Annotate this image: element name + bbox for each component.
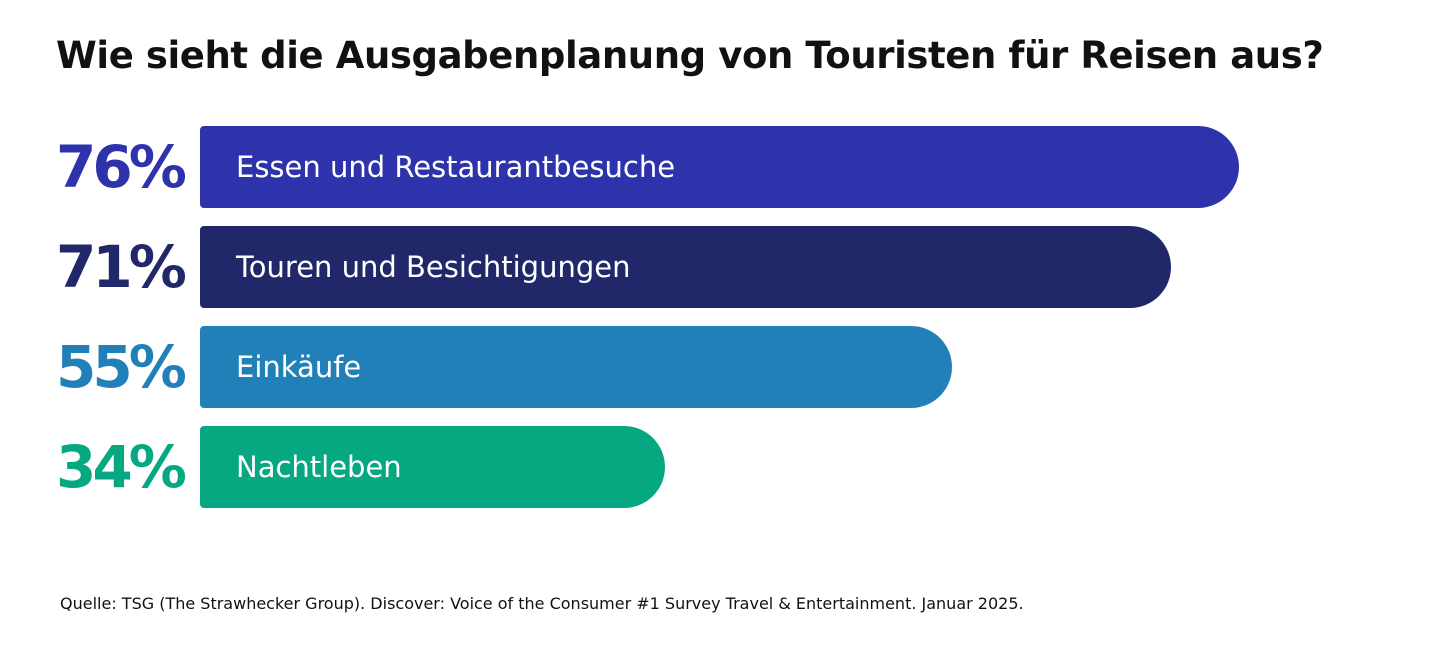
category-label: Essen und Restaurantbesuche [236, 150, 676, 184]
bar: Einkäufe [200, 326, 952, 408]
value-label: 34% [56, 433, 187, 501]
source-note: Quelle: TSG (The Strawhecker Group). Dis… [60, 594, 1024, 613]
bar: Essen und Restaurantbesuche [200, 126, 1239, 208]
bar: Touren und Besichtigungen [200, 226, 1171, 308]
value-label: 76% [56, 133, 187, 201]
category-label: Touren und Besichtigungen [236, 250, 631, 284]
category-label: Einkäufe [236, 350, 362, 384]
category-label: Nachtleben [236, 450, 402, 484]
chart-title: Wie sieht die Ausgabenplanung von Touris… [56, 34, 1324, 77]
bar: Nachtleben [200, 426, 665, 508]
value-label: 55% [56, 333, 187, 401]
value-label: 71% [56, 233, 187, 301]
